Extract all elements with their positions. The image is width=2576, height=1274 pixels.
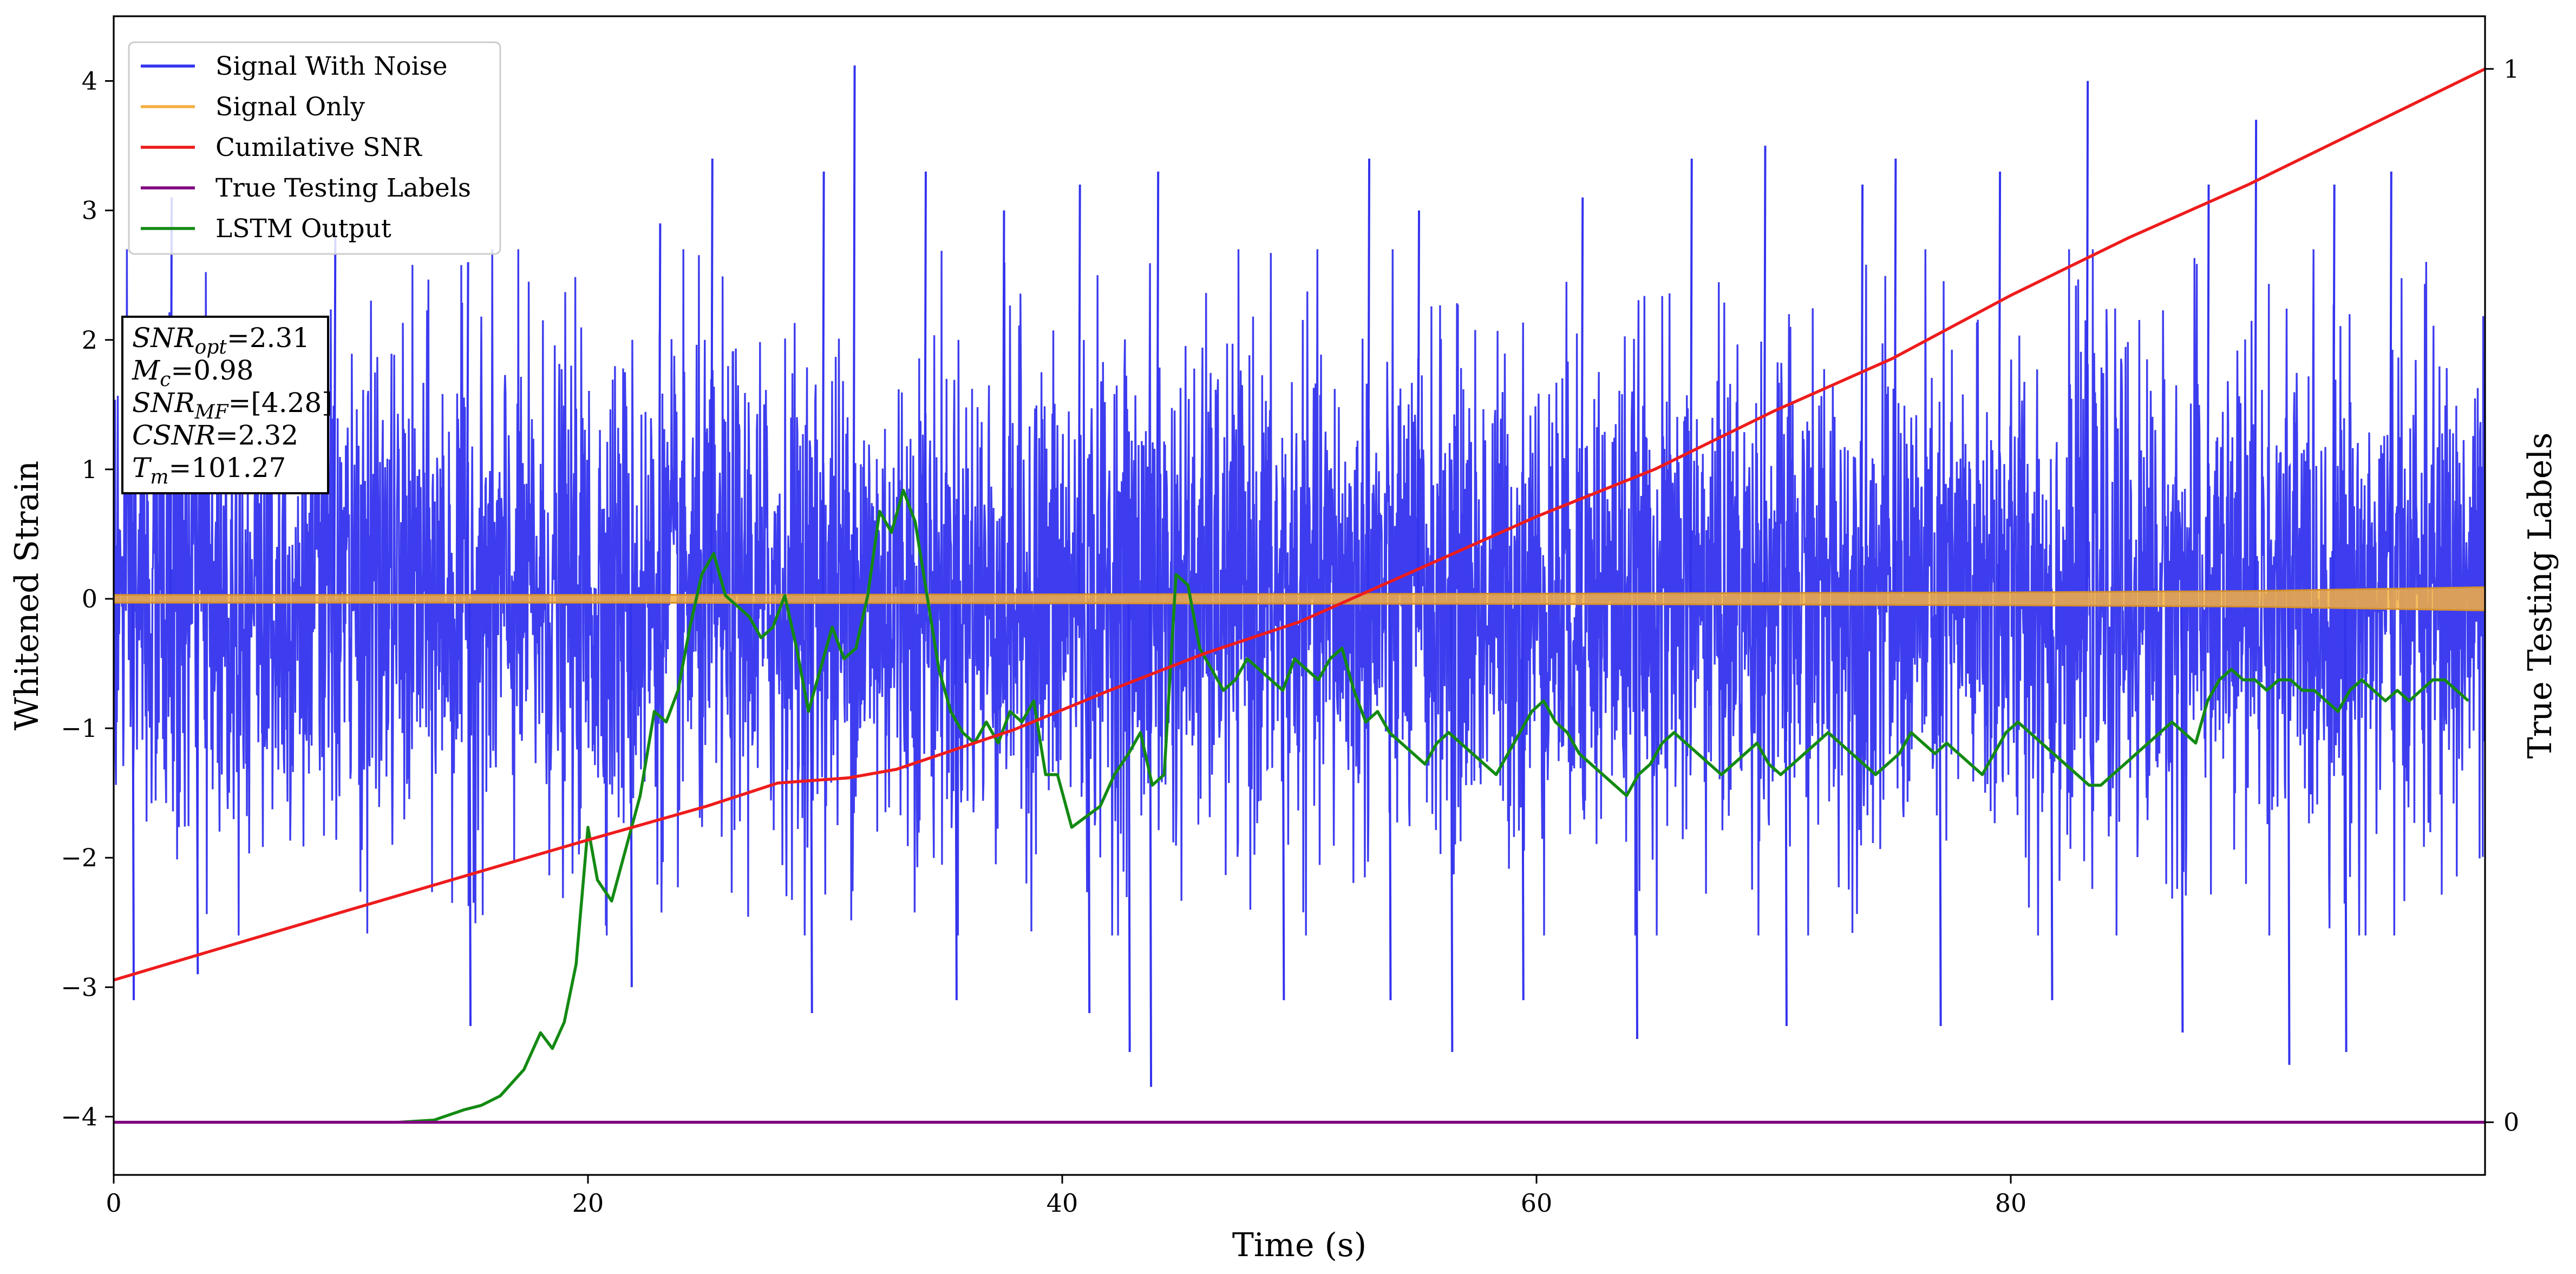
noise-spike bbox=[1002, 210, 1005, 599]
annotation-line: Tm=101.27 bbox=[132, 452, 286, 488]
noise-spike bbox=[809, 598, 813, 1014]
noise-spike bbox=[1087, 598, 1091, 1014]
annotation-line: CSNR=2.32 bbox=[132, 420, 298, 451]
noise-spike bbox=[1998, 171, 2002, 599]
noise-spike bbox=[1521, 598, 1525, 1001]
noise-spike bbox=[821, 171, 825, 599]
noise-spike bbox=[195, 598, 199, 975]
noise-spike bbox=[1077, 184, 1081, 599]
annotation-line: Mc=0.98 bbox=[132, 355, 254, 391]
legend-label: LSTM Output bbox=[215, 214, 391, 244]
noise-spike bbox=[333, 236, 337, 599]
y-left-tick-label: 1 bbox=[82, 455, 97, 484]
noise-spike bbox=[629, 598, 633, 988]
y-left-axis-title: Whitened Strain bbox=[8, 461, 46, 730]
noise-spike bbox=[2180, 598, 2184, 1033]
series-cumilative-snr bbox=[114, 67, 2485, 982]
y-left-tick-label: −4 bbox=[61, 1102, 97, 1131]
noise-spike bbox=[132, 598, 135, 1001]
noise-spike bbox=[2344, 598, 2348, 1052]
noise-spike bbox=[1580, 197, 1584, 599]
y-left-tick-label: −2 bbox=[61, 843, 97, 872]
y-left-tick-label: −1 bbox=[61, 714, 97, 743]
annotation-frame bbox=[121, 316, 329, 494]
x-tick-label: 20 bbox=[572, 1188, 604, 1218]
series-lstm-output bbox=[114, 488, 2470, 1124]
y-left-tick-label: 3 bbox=[82, 196, 97, 225]
noise-spike bbox=[1149, 598, 1153, 1087]
noise-spike bbox=[2287, 598, 2291, 1065]
y-left-tick-label: 0 bbox=[82, 584, 97, 613]
legend-label: Signal Only bbox=[215, 92, 365, 122]
noise-spike bbox=[852, 65, 856, 599]
noise-spike bbox=[1417, 210, 1420, 599]
x-tick-label: 80 bbox=[1995, 1188, 2027, 1218]
noise-spike bbox=[1156, 171, 1160, 599]
noise-spike bbox=[2332, 184, 2336, 599]
y-left-tick-label: 4 bbox=[82, 67, 97, 96]
plot-frame bbox=[113, 15, 2486, 1176]
legend-label: True Testing Labels bbox=[215, 173, 471, 203]
noise-spike bbox=[710, 159, 714, 599]
noise-spike bbox=[1388, 598, 1392, 1001]
x-axis-title: Time (s) bbox=[1232, 1226, 1367, 1264]
noise-spike bbox=[2254, 120, 2258, 599]
noise-spike bbox=[1282, 598, 1285, 1001]
noise-spike bbox=[954, 598, 958, 1001]
noise-spike bbox=[2389, 171, 2392, 599]
noise-spike bbox=[1367, 159, 1371, 599]
noise-spike bbox=[1450, 598, 1454, 1052]
legend-label: Signal With Noise bbox=[215, 51, 448, 81]
x-tick-label: 60 bbox=[1521, 1188, 1553, 1218]
y-right-tick-label: 0 bbox=[2503, 1108, 2519, 1137]
x-tick-label: 0 bbox=[106, 1188, 121, 1218]
x-tick-label: 40 bbox=[1047, 1188, 1078, 1218]
noise-spike bbox=[466, 262, 469, 599]
series-layer bbox=[114, 65, 2485, 1124]
noise-spike bbox=[1634, 598, 1638, 1039]
y-left-tick-label: 2 bbox=[82, 325, 97, 355]
noise-spike bbox=[1784, 598, 1788, 1027]
y-right-tick-label: 1 bbox=[2503, 54, 2519, 83]
noise-spike bbox=[1689, 159, 1693, 599]
noise-spike bbox=[1893, 159, 1897, 599]
noise-spike bbox=[1127, 598, 1131, 1052]
noise-spike bbox=[658, 223, 662, 599]
noise-spike bbox=[468, 598, 472, 1027]
annotation-line: SNRopt=2.31 bbox=[132, 322, 310, 358]
legend: Signal With Noise Signal Only Cumilative S… bbox=[128, 41, 501, 255]
annotation-line: SNRMF=[4.28] bbox=[132, 387, 332, 423]
annotation-box: SNRopt=2.31Mc=0.98SNRMF=[4.28]CSNR=2.32T… bbox=[121, 316, 332, 494]
noise-spike bbox=[2050, 598, 2054, 1001]
legend-label: Cumilative SNR bbox=[215, 133, 422, 162]
noise-spike bbox=[1763, 146, 1767, 599]
noise-spike bbox=[1938, 598, 1942, 1027]
legend-box bbox=[128, 41, 501, 255]
y-right-axis-title: True Testing Labels bbox=[2521, 433, 2559, 759]
noise-spike bbox=[1860, 184, 1864, 599]
noise-spike bbox=[923, 171, 927, 599]
series-signal-only bbox=[114, 586, 2485, 612]
y-left-tick-label: −3 bbox=[61, 972, 97, 1002]
noise-spike bbox=[2085, 81, 2089, 599]
noise-spike bbox=[2206, 184, 2210, 599]
